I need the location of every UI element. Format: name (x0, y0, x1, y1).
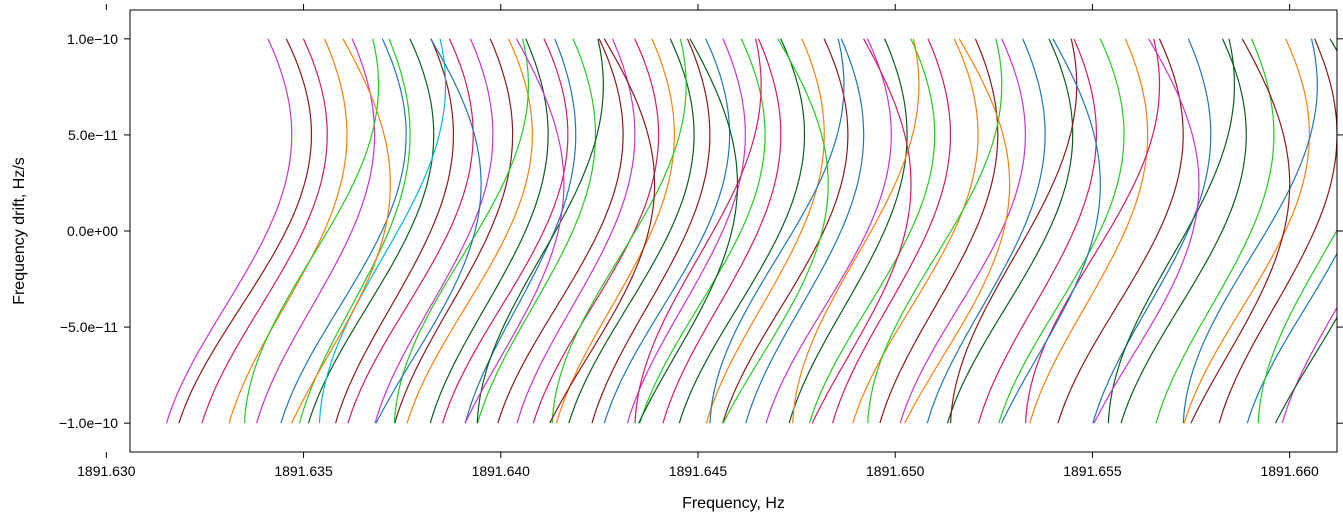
series-line-32 (765, 38, 892, 424)
series-line-29 (705, 38, 825, 424)
series-line-34 (808, 38, 936, 424)
x-tick-label: 1891.660 (1260, 463, 1319, 479)
series-line-33 (788, 38, 908, 424)
series-line-50 (1246, 252, 1337, 424)
series-line-10 (347, 38, 474, 424)
series-line-53 (318, 38, 447, 424)
x-tick-label: 1891.645 (669, 463, 728, 479)
series-line-37 (879, 38, 999, 424)
y-tick-label: −1.0e−10 (59, 415, 118, 431)
x-tick-label: 1891.635 (274, 463, 333, 479)
curve-layer (165, 38, 1337, 424)
series-line-67 (375, 38, 482, 424)
series-line-55 (476, 38, 604, 424)
series-line-18 (497, 38, 624, 424)
series-line-16 (464, 38, 577, 424)
series-line-26 (639, 38, 766, 424)
series-line-43 (1029, 38, 1149, 424)
series-line-72 (811, 38, 912, 424)
series-line-35 (832, 38, 952, 424)
series-line-20 (532, 38, 660, 424)
series-line-56 (551, 38, 687, 424)
series-line-1 (165, 38, 293, 424)
series-line-7 (299, 38, 411, 424)
series-line-77 (1274, 38, 1337, 424)
series-line-61 (950, 38, 1078, 424)
series-line-4 (228, 38, 348, 424)
series-line-52 (244, 38, 380, 424)
series-line-66 (291, 38, 391, 424)
y-axis: 1.0e−10 5.0e−11 0.0e+00 −5.0e−11 −1.0e−10 (59, 31, 1343, 431)
series-line-59 (792, 38, 920, 424)
series-line-62 (1025, 38, 1161, 424)
series-line-25 (626, 38, 746, 424)
y-tick-label: −5.0e−11 (60, 319, 118, 335)
series-line-40 (946, 38, 1074, 424)
x-tick-label: 1891.650 (866, 463, 925, 479)
series-line-44 (1057, 38, 1184, 424)
series-line-71 (722, 38, 829, 424)
series-line-54 (393, 38, 530, 424)
series-line-9 (335, 38, 454, 424)
series-line-6 (280, 38, 407, 424)
series-line-11 (374, 38, 494, 424)
x-tick-label: 1891.630 (77, 463, 136, 479)
series-line-22 (568, 38, 695, 424)
series-line-58 (709, 38, 845, 424)
series-line-60 (867, 38, 1003, 424)
series-line-42 (998, 38, 1125, 424)
series-line-30 (722, 38, 849, 424)
series-line-73 (904, 38, 1011, 424)
series-line-12 (394, 38, 514, 424)
series-line-48 (1183, 38, 1311, 424)
series-line-74 (1001, 38, 1101, 424)
series-line-69 (549, 38, 656, 424)
series-line-75 (1093, 38, 1200, 424)
x-axis: 1891.630 1891.635 1891.640 1891.645 1891.650… (77, 4, 1319, 479)
series-line-38 (899, 38, 1027, 424)
series-line-21 (555, 38, 675, 424)
series-line-2 (178, 38, 312, 424)
series-line-15 (442, 38, 569, 424)
series-line-46 (1120, 38, 1247, 424)
series-line-28 (678, 38, 806, 424)
series-line-17 (477, 38, 597, 424)
series-line-49 (1218, 38, 1337, 424)
series-line-27 (662, 38, 782, 424)
series-line-63 (1107, 38, 1236, 424)
series-line-76 (1190, 38, 1291, 424)
series-line-14 (429, 38, 549, 424)
series-line-5 (256, 38, 376, 424)
series-line-8 (307, 38, 435, 424)
series-line-51 (1281, 306, 1337, 424)
x-axis-title: Frequency, Hz (682, 495, 785, 512)
series-line-13 (406, 38, 533, 424)
series-line-23 (591, 38, 711, 424)
series-line-45 (1092, 38, 1212, 424)
series-line-39 (926, 38, 1046, 424)
series-line-24 (603, 38, 731, 424)
y-tick-label: 0.0e+00 (67, 223, 118, 239)
series-line-47 (1155, 38, 1275, 424)
x-tick-label: 1891.640 (472, 463, 531, 479)
series-line-41 (977, 38, 1098, 424)
series-line-70 (638, 38, 739, 424)
series-line-68 (464, 38, 565, 424)
y-axis-title: Frequency drift, Hz/s (11, 157, 28, 305)
y-tick-label: 5.0e−11 (68, 127, 118, 143)
series-line-31 (745, 38, 865, 424)
y-tick-label: 1.0e−10 (67, 31, 118, 47)
series-line-19 (516, 38, 636, 424)
x-tick-label: 1891.655 (1063, 463, 1122, 479)
series-line-64 (1182, 38, 1318, 424)
series-line-3 (201, 38, 328, 424)
series-line-57 (634, 38, 762, 424)
